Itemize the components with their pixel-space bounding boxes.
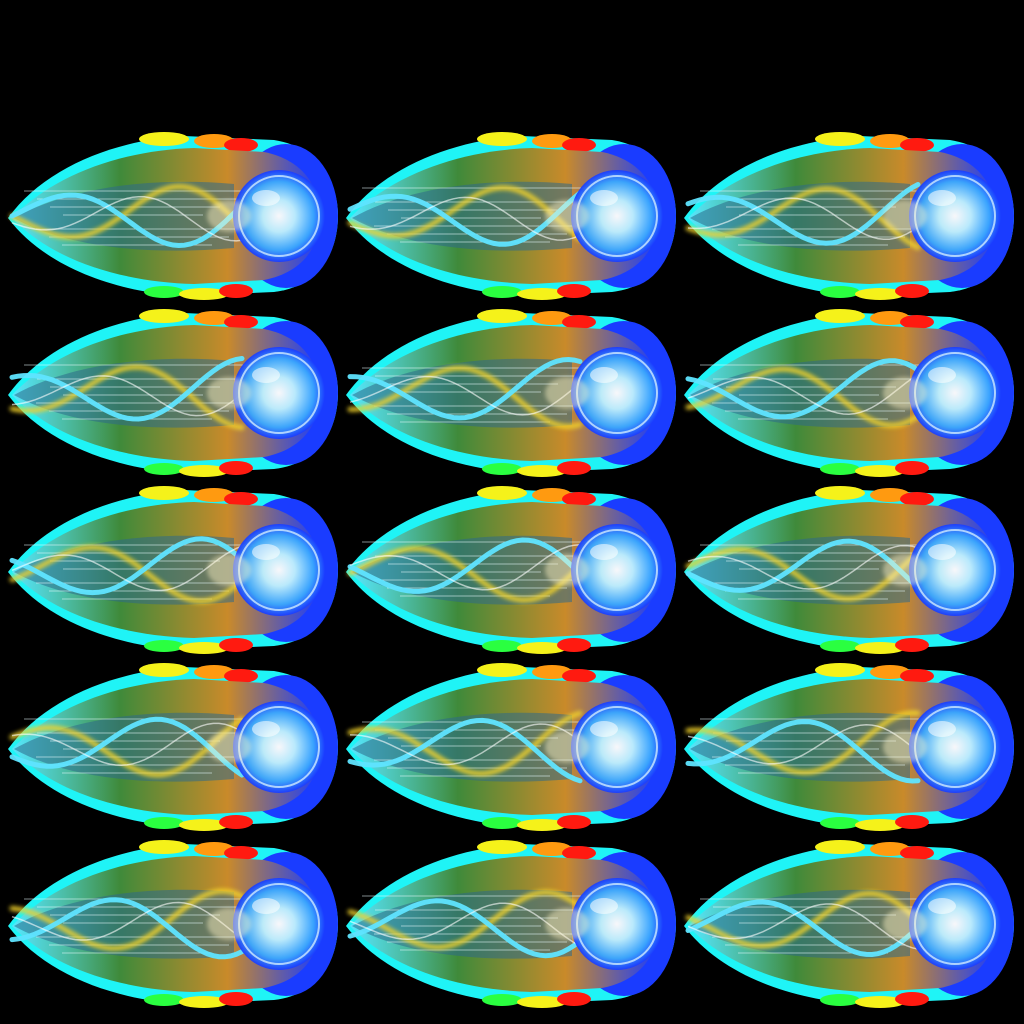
sprite-frame-12: [680, 659, 1016, 835]
sprite-frame-4: [4, 305, 340, 481]
sprite-frame-15: [680, 836, 1016, 1012]
energy-orb-sprite: [8, 486, 338, 654]
energy-orb-sprite: [684, 309, 1014, 477]
sprite-frame-9: [680, 482, 1016, 658]
ribbon-cyan: [685, 899, 921, 958]
ribbon-yellow: [347, 710, 583, 777]
energy-orb-sprite: [684, 663, 1014, 831]
sprite-frame-8: [342, 482, 678, 658]
energy-orb-sprite: [346, 132, 676, 300]
ribbon-cyan: [347, 190, 583, 247]
ribbon-cyan: [9, 716, 245, 778]
ribbon-yellow: [685, 547, 921, 602]
ribbon-yellow: [685, 186, 921, 250]
energy-orb-sprite: [346, 309, 676, 477]
sprite-frame-3: [680, 128, 1016, 304]
ribbon-cyan: [9, 192, 245, 249]
sprite-frame-1: [4, 128, 340, 304]
sprite-frame-5: [342, 305, 678, 481]
energy-orb-sprite: [346, 840, 676, 1008]
ribbon-cyan: [9, 356, 245, 422]
energy-orb-sprite: [8, 132, 338, 300]
sprite-frame-13: [4, 836, 340, 1012]
energy-orb-sprite: [684, 840, 1014, 1008]
ribbon-yellow: [347, 185, 583, 242]
ribbon-yellow: [9, 183, 245, 240]
sprite-frame-11: [342, 659, 678, 835]
ribbon-cyan: [347, 356, 583, 421]
energy-orb-sprite: [346, 486, 676, 654]
ribbon-cyan: [347, 537, 583, 594]
ribbon-yellow: [347, 365, 583, 430]
ribbon-cyan: [685, 719, 921, 784]
ribbon-cyan: [347, 898, 583, 959]
energy-orb-sprite: [684, 132, 1014, 300]
sprite-frame-14: [342, 836, 678, 1012]
sprite-frame-10: [4, 659, 340, 835]
energy-orb-sprite: [684, 486, 1014, 654]
energy-orb-sprite: [346, 663, 676, 831]
ribbon-cyan: [685, 182, 921, 246]
ribbon-yellow: [685, 890, 921, 949]
ribbon-yellow: [9, 888, 245, 951]
ribbon-cyan: [9, 897, 245, 960]
ribbon-cyan: [347, 717, 583, 784]
ribbon-yellow: [9, 544, 245, 604]
ribbon-yellow: [9, 364, 245, 430]
sprite-frame-2: [342, 128, 678, 304]
ribbon-yellow: [347, 889, 583, 950]
sprite-frame-6: [680, 305, 1016, 481]
energy-orb-sprite: [8, 663, 338, 831]
energy-orb-sprite: [8, 309, 338, 477]
ribbon-cyan: [685, 358, 921, 420]
sprite-frame-7: [4, 482, 340, 658]
energy-orb-sprite: [8, 840, 338, 1008]
